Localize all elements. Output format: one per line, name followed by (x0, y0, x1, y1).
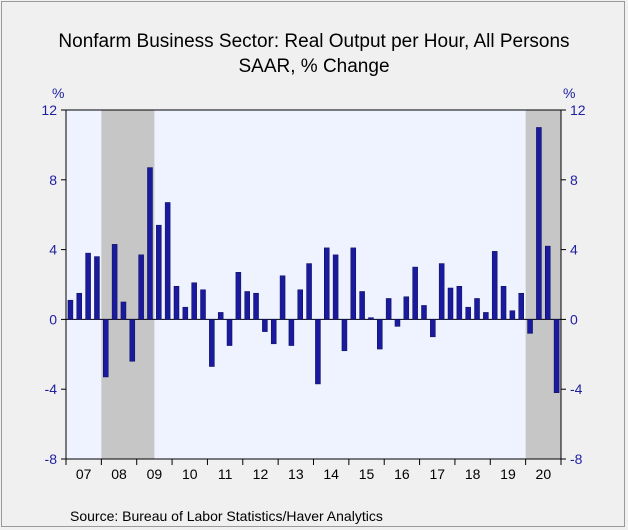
bar (76, 292, 83, 320)
y-tick-label-right: -8 (570, 451, 583, 467)
y-unit-left: % (52, 85, 64, 101)
y-tick-label-right: 4 (570, 242, 578, 258)
x-tick-label: 12 (253, 466, 269, 482)
bar (509, 310, 516, 320)
recession-band (101, 110, 155, 459)
y-unit-right: % (563, 85, 575, 101)
bar (341, 319, 348, 352)
x-tick-label: 07 (76, 466, 92, 482)
bar (394, 319, 401, 327)
bar (377, 319, 383, 350)
bar (544, 245, 551, 320)
y-tick-label-left: 12 (41, 102, 57, 118)
bar (527, 319, 533, 334)
bar (103, 319, 109, 378)
bar (217, 312, 224, 320)
bar (297, 289, 303, 320)
bar (262, 319, 268, 332)
bar (129, 319, 136, 362)
x-tick-label: 13 (288, 466, 304, 482)
bar (483, 312, 489, 320)
y-tick-label-left: -8 (45, 451, 58, 467)
x-tick-label: 20 (536, 466, 552, 482)
bar (279, 275, 286, 320)
bar (456, 285, 463, 320)
bar (138, 254, 144, 320)
bar (412, 266, 418, 320)
bar (500, 285, 507, 320)
bar (315, 319, 321, 385)
x-tick-label: 11 (218, 466, 233, 482)
bar (359, 291, 365, 320)
bar (518, 292, 524, 320)
chart-subtitle: SAAR, % Change (238, 56, 390, 77)
bar (385, 298, 392, 320)
bar (200, 289, 206, 320)
x-tick-label: 08 (111, 466, 127, 482)
bar (270, 319, 277, 345)
bar (553, 319, 560, 393)
y-tick-label-left: -4 (45, 381, 58, 397)
bar (209, 319, 215, 367)
bar (332, 254, 339, 320)
bar (226, 319, 233, 346)
x-tick-label: 09 (147, 466, 163, 482)
y-tick-label-right: 12 (570, 102, 586, 118)
y-tick-label-right: 8 (570, 172, 578, 188)
bar (253, 292, 259, 320)
y-tick-label-right: -4 (570, 381, 583, 397)
bar (156, 224, 162, 320)
x-tick-label: 10 (182, 466, 198, 482)
bar (306, 263, 312, 320)
bar (403, 296, 410, 320)
bar (164, 202, 171, 320)
y-tick-label-left: 4 (49, 242, 57, 258)
bar (350, 247, 357, 320)
chart-title: Nonfarm Business Sector: Real Output per… (58, 31, 570, 52)
x-tick-label: 19 (500, 466, 516, 482)
x-tick-label: 14 (323, 466, 339, 482)
bar (447, 287, 454, 320)
bar (191, 282, 197, 320)
y-tick-label-right: 0 (570, 311, 578, 327)
x-tick-label: 17 (429, 466, 445, 482)
bar (430, 319, 436, 338)
bar (120, 301, 127, 320)
bar (111, 244, 118, 320)
bar (173, 285, 180, 320)
bar (324, 247, 330, 320)
x-tick-label: 16 (394, 466, 410, 482)
bar (491, 251, 498, 320)
bar (288, 319, 295, 346)
bar (235, 272, 242, 320)
bar (244, 291, 250, 320)
bar (421, 305, 427, 320)
bar (94, 256, 100, 320)
y-tick-label-left: 8 (49, 172, 57, 188)
bar (465, 306, 471, 320)
source-note: Source: Bureau of Labor Statistics/Haver… (70, 508, 383, 524)
y-tick-label-left: 0 (49, 311, 57, 327)
bar (85, 252, 91, 320)
bar (474, 298, 480, 320)
bar (438, 263, 445, 320)
x-tick-label: 15 (359, 466, 375, 482)
bar (536, 127, 542, 320)
recession-band (525, 110, 561, 459)
bar (368, 317, 374, 320)
x-tick-label: 18 (465, 466, 481, 482)
bar (147, 167, 153, 320)
bar (67, 299, 74, 320)
bar (182, 306, 189, 320)
